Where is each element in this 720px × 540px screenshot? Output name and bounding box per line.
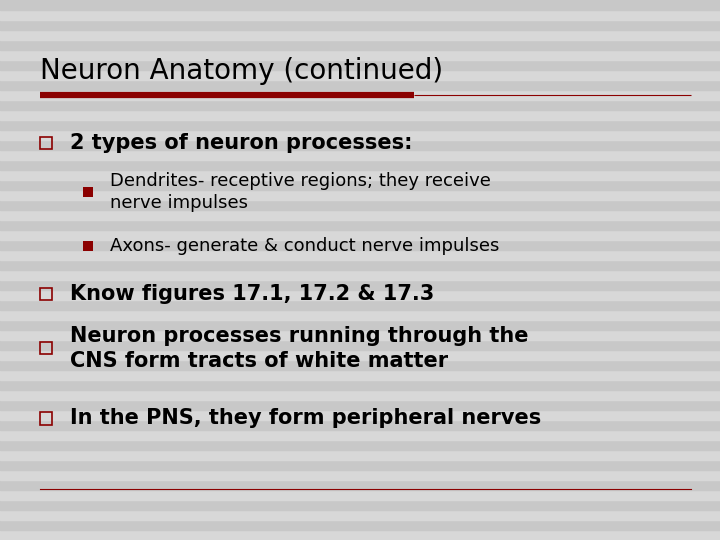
Bar bbox=[0, 400, 720, 410]
Bar bbox=[0, 290, 720, 300]
Bar bbox=[0, 30, 720, 40]
Bar bbox=[0, 530, 720, 540]
Bar bbox=[0, 520, 720, 530]
Bar bbox=[0, 410, 720, 420]
Bar bbox=[0, 340, 720, 350]
Bar bbox=[0, 90, 720, 100]
Bar bbox=[0, 280, 720, 290]
Bar bbox=[0, 110, 720, 120]
Bar bbox=[40, 137, 52, 149]
Bar bbox=[0, 230, 720, 240]
Bar bbox=[0, 250, 720, 260]
Bar bbox=[0, 170, 720, 180]
Bar bbox=[0, 100, 720, 110]
Bar bbox=[0, 390, 720, 400]
Bar bbox=[0, 270, 720, 280]
Bar bbox=[0, 160, 720, 170]
Bar bbox=[0, 350, 720, 360]
Bar bbox=[0, 260, 720, 270]
Bar bbox=[0, 470, 720, 480]
Bar bbox=[0, 70, 720, 80]
Bar bbox=[0, 370, 720, 380]
Bar bbox=[0, 490, 720, 500]
Bar bbox=[83, 187, 93, 197]
Text: 2 types of neuron processes:: 2 types of neuron processes: bbox=[70, 133, 413, 153]
Text: Know figures 17.1, 17.2 & 17.3: Know figures 17.1, 17.2 & 17.3 bbox=[70, 284, 434, 305]
Bar bbox=[0, 150, 720, 160]
Bar bbox=[40, 413, 52, 424]
Bar bbox=[0, 200, 720, 210]
Text: Dendrites- receptive regions; they receive
nerve impulses: Dendrites- receptive regions; they recei… bbox=[110, 172, 491, 212]
Bar bbox=[0, 240, 720, 250]
Bar bbox=[0, 180, 720, 190]
Bar bbox=[0, 320, 720, 330]
Bar bbox=[0, 420, 720, 430]
Bar bbox=[0, 330, 720, 340]
Bar bbox=[0, 140, 720, 150]
Bar bbox=[0, 10, 720, 20]
Bar bbox=[40, 288, 52, 300]
Bar bbox=[0, 130, 720, 140]
Text: Neuron Anatomy (continued): Neuron Anatomy (continued) bbox=[40, 57, 443, 85]
Text: In the PNS, they form peripheral nerves: In the PNS, they form peripheral nerves bbox=[70, 408, 541, 429]
Bar bbox=[0, 500, 720, 510]
Bar bbox=[0, 120, 720, 130]
Bar bbox=[0, 220, 720, 230]
Bar bbox=[0, 450, 720, 460]
Bar bbox=[0, 210, 720, 220]
Text: Axons- generate & conduct nerve impulses: Axons- generate & conduct nerve impulses bbox=[110, 237, 500, 255]
Bar bbox=[0, 60, 720, 70]
Bar bbox=[0, 40, 720, 50]
Bar bbox=[0, 0, 720, 10]
Bar bbox=[0, 360, 720, 370]
Bar bbox=[0, 510, 720, 520]
Bar bbox=[40, 342, 52, 354]
Bar bbox=[0, 430, 720, 440]
Bar bbox=[0, 440, 720, 450]
Bar bbox=[0, 190, 720, 200]
Bar bbox=[0, 380, 720, 390]
Bar bbox=[0, 480, 720, 490]
Bar bbox=[0, 20, 720, 30]
Bar bbox=[0, 460, 720, 470]
Bar bbox=[0, 50, 720, 60]
Bar bbox=[0, 310, 720, 320]
Bar bbox=[0, 300, 720, 310]
Bar bbox=[0, 80, 720, 90]
Text: Neuron processes running through the
CNS form tracts of white matter: Neuron processes running through the CNS… bbox=[70, 326, 528, 370]
Bar bbox=[83, 241, 93, 251]
